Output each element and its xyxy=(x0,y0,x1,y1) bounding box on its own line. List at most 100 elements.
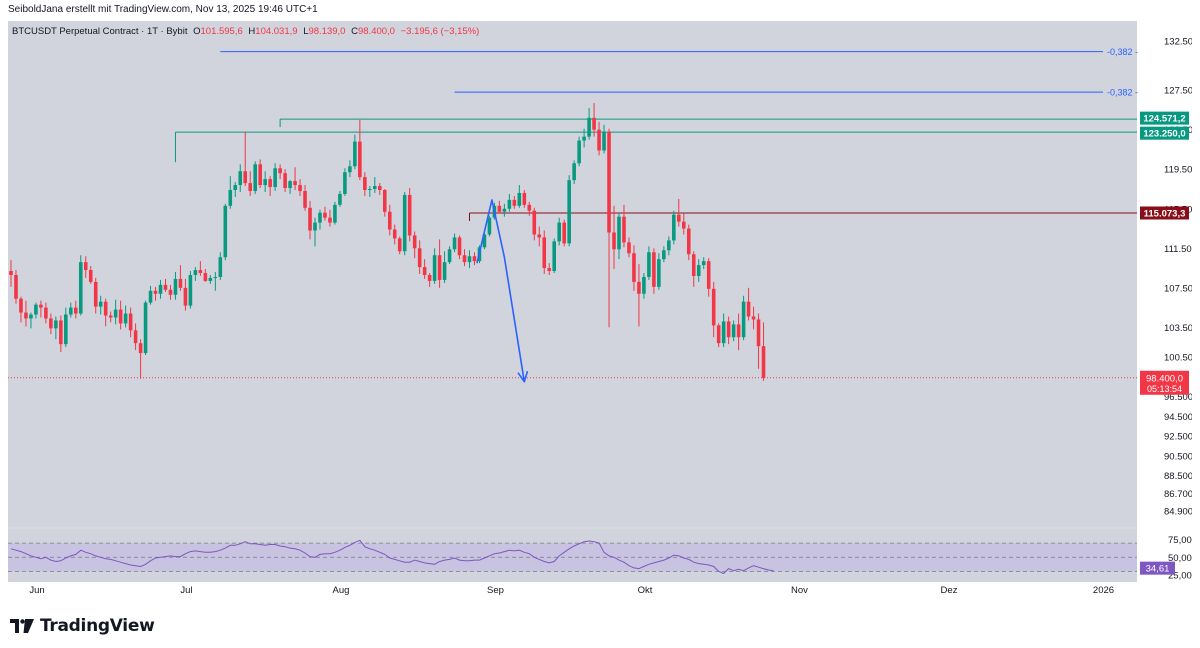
candle[interactable] xyxy=(14,270,18,304)
candle[interactable] xyxy=(123,305,128,328)
candle[interactable] xyxy=(293,167,297,190)
candle[interactable] xyxy=(183,278,188,311)
candle[interactable] xyxy=(78,255,83,316)
candle[interactable] xyxy=(268,176,272,196)
candle[interactable] xyxy=(39,300,43,318)
candle[interactable] xyxy=(143,300,148,356)
candle[interactable] xyxy=(657,253,661,290)
candle[interactable] xyxy=(138,339,143,379)
trend-arrow-path[interactable] xyxy=(476,199,526,382)
candle[interactable] xyxy=(622,204,626,248)
candle[interactable] xyxy=(592,103,596,137)
candle[interactable] xyxy=(562,219,566,247)
candle[interactable] xyxy=(158,279,163,299)
candle[interactable] xyxy=(208,274,213,284)
candle[interactable] xyxy=(168,284,173,300)
candle[interactable] xyxy=(457,235,462,260)
candle[interactable] xyxy=(662,246,666,263)
candle[interactable] xyxy=(343,168,347,196)
candle[interactable] xyxy=(298,179,302,196)
candle[interactable] xyxy=(273,163,277,191)
candle[interactable] xyxy=(632,245,636,291)
candle[interactable] xyxy=(24,300,28,327)
candle[interactable] xyxy=(163,278,168,292)
candle[interactable] xyxy=(517,185,522,208)
candle[interactable] xyxy=(382,189,387,217)
candle[interactable] xyxy=(652,248,656,294)
candle[interactable] xyxy=(672,210,676,245)
candle[interactable] xyxy=(34,302,38,319)
candle[interactable] xyxy=(283,169,287,192)
candle[interactable] xyxy=(133,323,138,351)
candle[interactable] xyxy=(228,176,233,209)
candle[interactable] xyxy=(303,185,307,211)
candle[interactable] xyxy=(83,256,88,278)
candle[interactable] xyxy=(223,203,228,261)
candle[interactable] xyxy=(677,198,681,227)
candle[interactable] xyxy=(522,189,527,208)
candle[interactable] xyxy=(9,260,13,287)
candle[interactable] xyxy=(607,128,611,328)
candle[interactable] xyxy=(507,193,512,212)
candle[interactable] xyxy=(706,258,711,297)
candle[interactable] xyxy=(756,313,761,369)
candle[interactable] xyxy=(348,160,352,178)
candle[interactable] xyxy=(557,217,561,246)
candle[interactable] xyxy=(751,306,756,330)
candle[interactable] xyxy=(452,233,457,253)
candle[interactable] xyxy=(278,164,282,180)
candle[interactable] xyxy=(512,195,517,209)
candle[interactable] xyxy=(696,259,701,282)
candle[interactable] xyxy=(98,295,103,315)
candle[interactable] xyxy=(587,107,591,140)
candle[interactable] xyxy=(153,286,158,301)
candle[interactable] xyxy=(412,231,417,259)
candle[interactable] xyxy=(497,200,502,214)
candle[interactable] xyxy=(542,230,547,274)
candle[interactable] xyxy=(637,264,641,327)
candle[interactable] xyxy=(537,226,542,247)
candle[interactable] xyxy=(552,238,557,274)
candle[interactable] xyxy=(487,215,492,237)
candle[interactable] xyxy=(691,251,696,287)
candle[interactable] xyxy=(308,200,312,240)
candle[interactable] xyxy=(462,249,467,267)
candle[interactable] xyxy=(64,307,68,348)
candle[interactable] xyxy=(333,201,337,225)
candle[interactable] xyxy=(243,131,248,187)
candlestick-chart[interactable]: -0,382 --0,382 - 132.500,0127.500,0123.5… xyxy=(8,21,1192,603)
candle[interactable] xyxy=(377,183,382,195)
candle[interactable] xyxy=(397,236,402,255)
candle[interactable] xyxy=(188,271,193,309)
candle[interactable] xyxy=(103,298,108,327)
candle[interactable] xyxy=(617,213,621,260)
candle[interactable] xyxy=(567,175,571,247)
candle[interactable] xyxy=(442,251,447,283)
candle[interactable] xyxy=(253,161,257,194)
candle[interactable] xyxy=(407,188,412,242)
candle[interactable] xyxy=(323,206,327,221)
candle[interactable] xyxy=(647,246,651,280)
candle[interactable] xyxy=(318,209,322,230)
candle[interactable] xyxy=(422,259,427,279)
candle[interactable] xyxy=(417,240,422,274)
candle[interactable] xyxy=(108,311,113,323)
candle[interactable] xyxy=(368,186,372,197)
candle[interactable] xyxy=(472,252,477,266)
candle[interactable] xyxy=(29,312,33,329)
candle[interactable] xyxy=(572,160,576,185)
candle[interactable] xyxy=(238,164,243,192)
candle[interactable] xyxy=(203,269,208,282)
candle[interactable] xyxy=(178,265,183,291)
rsi-line[interactable] xyxy=(10,539,774,575)
candle[interactable] xyxy=(437,239,442,288)
candle[interactable] xyxy=(128,307,133,338)
candle[interactable] xyxy=(502,203,507,217)
candle[interactable] xyxy=(597,121,601,156)
candle[interactable] xyxy=(59,315,63,353)
candle[interactable] xyxy=(218,252,223,280)
candle[interactable] xyxy=(44,302,48,324)
candle[interactable] xyxy=(716,323,721,348)
candle[interactable] xyxy=(392,224,397,245)
candle[interactable] xyxy=(602,124,606,154)
